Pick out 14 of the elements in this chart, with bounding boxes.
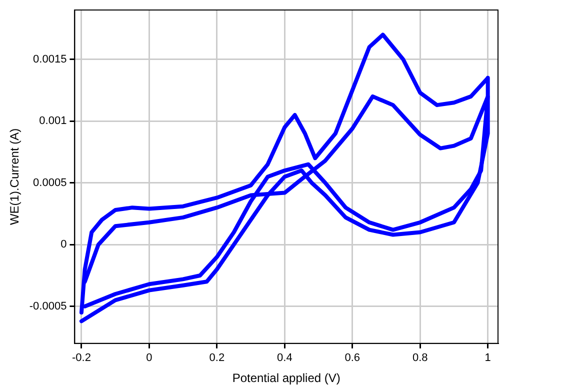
x-tick-label: 0.6 <box>344 352 360 364</box>
x-tick-label: 0.8 <box>412 352 428 364</box>
x-tick-label: 1 <box>484 352 491 364</box>
x-tick-label: 0.4 <box>277 352 292 364</box>
y-tick-label: 0.001 <box>39 115 67 128</box>
y-tick-label: 0.0005 <box>33 176 67 189</box>
x-tick-label: 0.2 <box>209 352 225 364</box>
x-tick-label: 0 <box>146 352 152 364</box>
y-tick-label: -0.0005 <box>29 300 67 312</box>
y-tick-label: 0.0015 <box>33 53 67 66</box>
y-tick-label: 0 <box>60 238 67 251</box>
x-axis-title: Potential applied (V) <box>232 371 340 386</box>
y-axis-title: WE(1).Current (A) <box>8 128 22 226</box>
x-tick-label: -0.2 <box>72 352 91 364</box>
